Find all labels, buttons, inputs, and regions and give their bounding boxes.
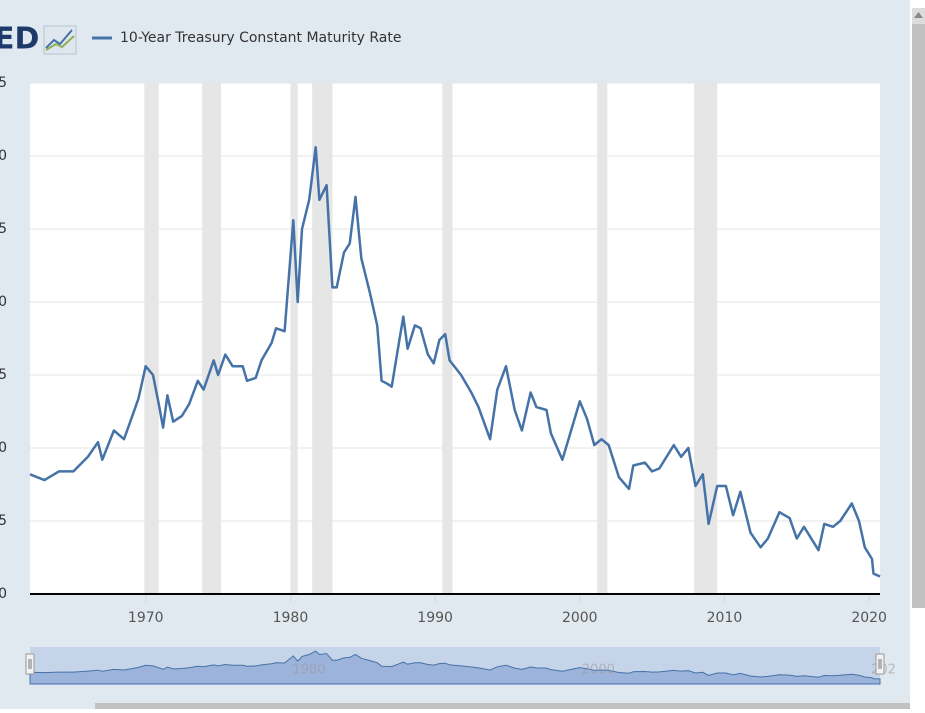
navigator-handle-box: [875, 653, 885, 675]
recession-band: [144, 83, 159, 594]
y-tick-label: 0: [0, 294, 7, 310]
x-tick-label: 2000: [562, 610, 598, 626]
navigator-handle-box: [25, 653, 35, 675]
recession-band: [290, 83, 298, 594]
y-tick-label: 5: [0, 75, 7, 91]
recession-band: [597, 83, 608, 594]
legend-label: 10-Year Treasury Constant Maturity Rate: [120, 30, 401, 46]
recession-band: [202, 83, 221, 594]
logo: ED: [0, 22, 39, 57]
navigator-label: 1980: [292, 663, 325, 678]
x-tick-label: 1980: [273, 610, 309, 626]
x-tick-label: 2020: [851, 610, 887, 626]
x-tick-label: 1970: [128, 610, 164, 626]
recession-band: [442, 83, 453, 594]
plot-area: [30, 83, 880, 594]
navigator-label: 2000: [582, 663, 615, 678]
navigator-handle[interactable]: [25, 653, 35, 675]
h-scrollbar-thumb[interactable]: [95, 703, 910, 709]
y-tick-label: 0: [0, 440, 7, 456]
scrollbar-thumb[interactable]: [912, 24, 925, 608]
logo-icon: [43, 25, 77, 55]
series-line: [29, 145, 881, 578]
y-tick-label: 0: [0, 148, 7, 164]
navigator-handle[interactable]: [875, 653, 885, 675]
y-tick-label: 0: [0, 586, 7, 602]
y-tick-label: 5: [0, 221, 7, 237]
y-tick-label: 5: [0, 367, 7, 383]
y-tick-label: 5: [0, 513, 7, 529]
x-tick-label: 2010: [707, 610, 743, 626]
scroll-up[interactable]: [914, 12, 923, 18]
navigator-area: [29, 650, 881, 685]
recession-band: [694, 83, 718, 594]
x-tick-label: 1990: [417, 610, 453, 626]
